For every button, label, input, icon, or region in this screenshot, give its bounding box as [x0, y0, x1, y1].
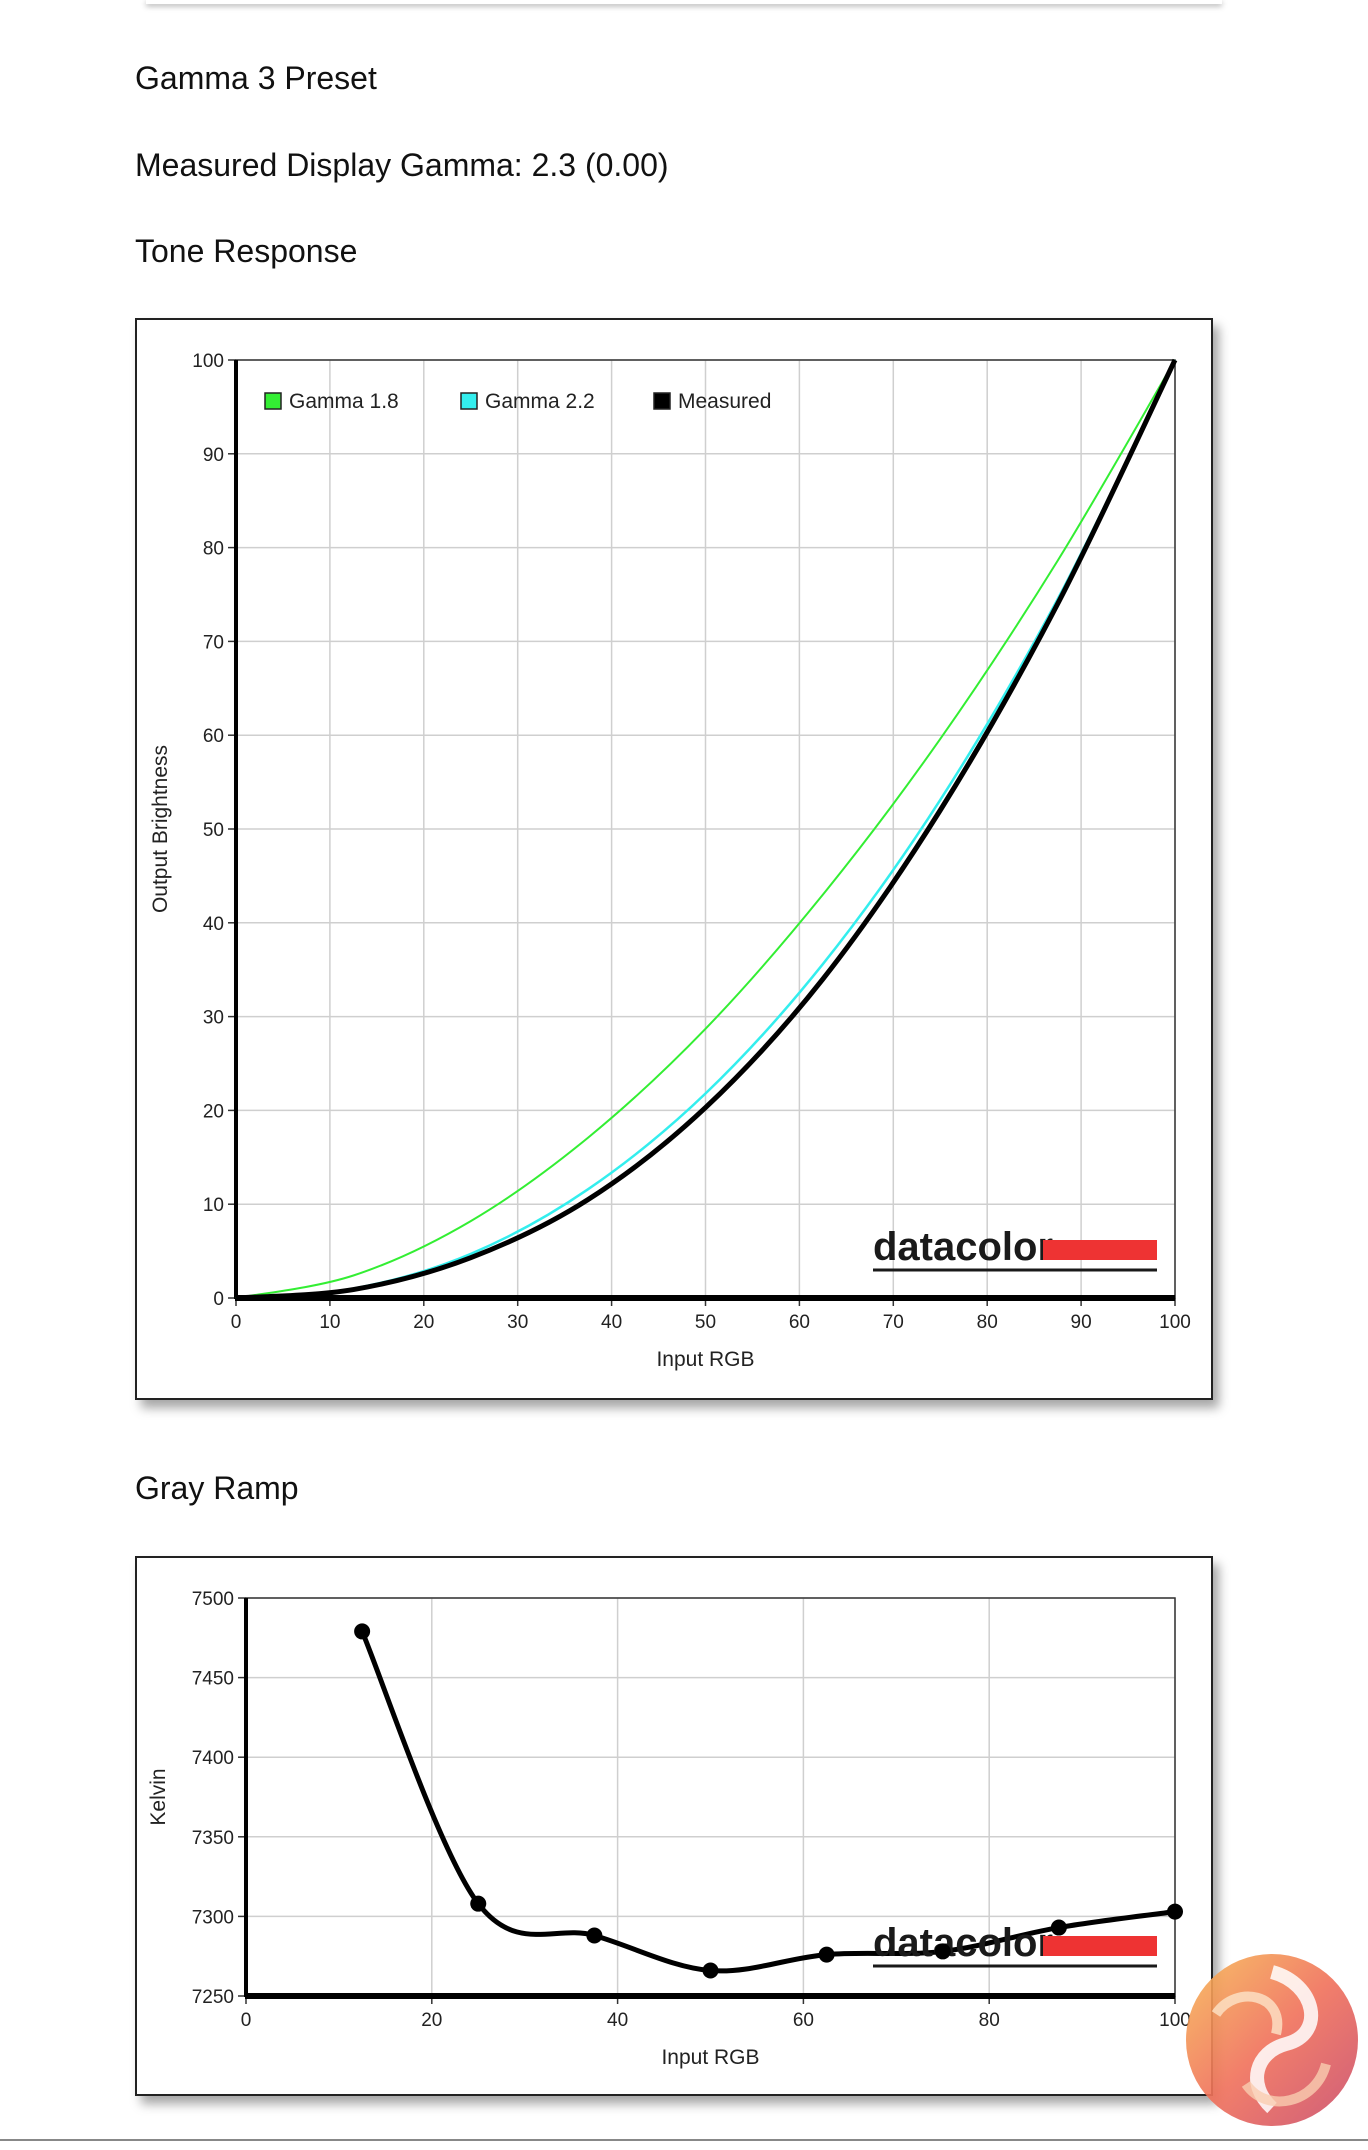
tone-legend-label-1: Gamma 2.2 — [485, 390, 595, 413]
gray-data-point — [470, 1895, 487, 1912]
gray-x-tick-label: 80 — [979, 2010, 1000, 2031]
gray-y-axis-title: Kelvin — [147, 1768, 170, 1825]
datacolor-logo-text: datacolor — [873, 1225, 1053, 1269]
gray-y-tick-label: 7250 — [192, 1987, 234, 2008]
tone-y-tick-label: 20 — [203, 1101, 224, 1122]
tone-x-tick-label: 10 — [319, 1312, 340, 1333]
tone-legend-label-0: Gamma 1.8 — [289, 390, 399, 413]
tone-x-tick-label: 40 — [601, 1312, 622, 1333]
gray-x-axis-title: Input RGB — [661, 2046, 759, 2069]
gray-y-tick-label: 7500 — [192, 1589, 234, 1610]
tone-y-tick-label: 40 — [203, 914, 224, 935]
gray-y-tick-label: 7450 — [192, 1669, 234, 1690]
tone-legend-swatch-2 — [653, 392, 671, 410]
gray-data-point — [818, 1946, 835, 1963]
tone-y-tick-label: 30 — [203, 1008, 224, 1029]
gray-x-tick-label: 0 — [241, 2010, 252, 2031]
gray-y-tick-label: 7400 — [192, 1748, 234, 1769]
gray-x-tick-label: 40 — [607, 2010, 628, 2031]
tone-y-tick-label: 50 — [203, 820, 224, 841]
gray-y-tick-label: 7350 — [192, 1828, 234, 1849]
tone-y-tick-label: 90 — [203, 445, 224, 466]
tone-y-tick-label: 10 — [203, 1195, 224, 1216]
tone-response-chart: 0 10 20 30 40 50 60 70 80 90 100 0 10 20 30 40 50 60 70 80 9… — [135, 318, 1213, 1400]
gray-x-tick-label: 60 — [793, 2010, 814, 2031]
gray-x-tick-label: 20 — [421, 2010, 442, 2031]
gray-ramp-plot: 0 20 40 60 80 100 7250 7300 7350 7400 7450 7500 Inpu… — [147, 1589, 1191, 2069]
tone-x-tick-label: 50 — [695, 1312, 716, 1333]
preset-heading: Gamma 3 Preset — [135, 60, 377, 96]
tone-series-line-2 — [235, 358, 1178, 1301]
tone-y-tick-label: 0 — [213, 1289, 224, 1310]
previous-card-edge — [146, 0, 1222, 4]
tone-x-tick-label: 30 — [507, 1312, 528, 1333]
gray-data-point — [702, 1962, 719, 1979]
tone-x-axis-title: Input RGB — [656, 1348, 754, 1371]
gray-data-point — [1167, 1903, 1183, 1920]
tone-response-plot: 0 10 20 30 40 50 60 70 80 90 100 0 10 20 30 40 50 60 70 80 9… — [149, 351, 1191, 1371]
datacolor-logo-text: datacolor — [873, 1921, 1053, 1965]
tone-y-tick-label: 70 — [203, 632, 224, 653]
tone-x-tick-label: 20 — [413, 1312, 434, 1333]
tone-y-tick-label: 100 — [192, 351, 224, 372]
gray-series-line — [359, 1630, 1176, 1974]
tone-x-tick-label: 70 — [883, 1312, 904, 1333]
gray-data-point — [354, 1623, 371, 1640]
gray-ramp-heading: Gray Ramp — [135, 1470, 299, 1506]
tone-y-tick-label: 80 — [203, 539, 224, 560]
tone-y-axis-title: Output Brightness — [149, 745, 172, 913]
tone-x-tick-label: 80 — [977, 1312, 998, 1333]
measured-gamma-text: Measured Display Gamma: 2.3 (0.00) — [135, 147, 669, 183]
site-logo-badge — [1186, 1954, 1358, 2126]
gray-x-tick-label: 100 — [1159, 2010, 1191, 2031]
gray-ramp-chart: 0 20 40 60 80 100 7250 7300 7350 7400 7450 7500 Inpu… — [135, 1556, 1213, 2096]
tone-legend-swatch-1 — [460, 392, 478, 410]
gray-data-point — [586, 1927, 603, 1944]
tone-x-tick-label: 0 — [231, 1312, 242, 1333]
tone-legend-swatch-0 — [264, 392, 282, 410]
bottom-divider — [0, 2139, 1368, 2141]
tone-x-tick-label: 90 — [1071, 1312, 1092, 1333]
tone-x-tick-label: 100 — [1159, 1312, 1191, 1333]
tone-series-line-0 — [235, 359, 1176, 1299]
tone-x-tick-label: 60 — [789, 1312, 810, 1333]
tone-response-heading: Tone Response — [135, 233, 358, 269]
tone-legend-label-2: Measured — [678, 390, 771, 413]
datacolor-logo-bar — [1043, 1240, 1157, 1260]
datacolor-logo-bar — [1043, 1936, 1157, 1956]
tone-y-tick-label: 60 — [203, 726, 224, 747]
gray-y-tick-label: 7300 — [192, 1907, 234, 1928]
gray-data-point — [934, 1943, 951, 1960]
gray-data-point — [1050, 1919, 1067, 1936]
